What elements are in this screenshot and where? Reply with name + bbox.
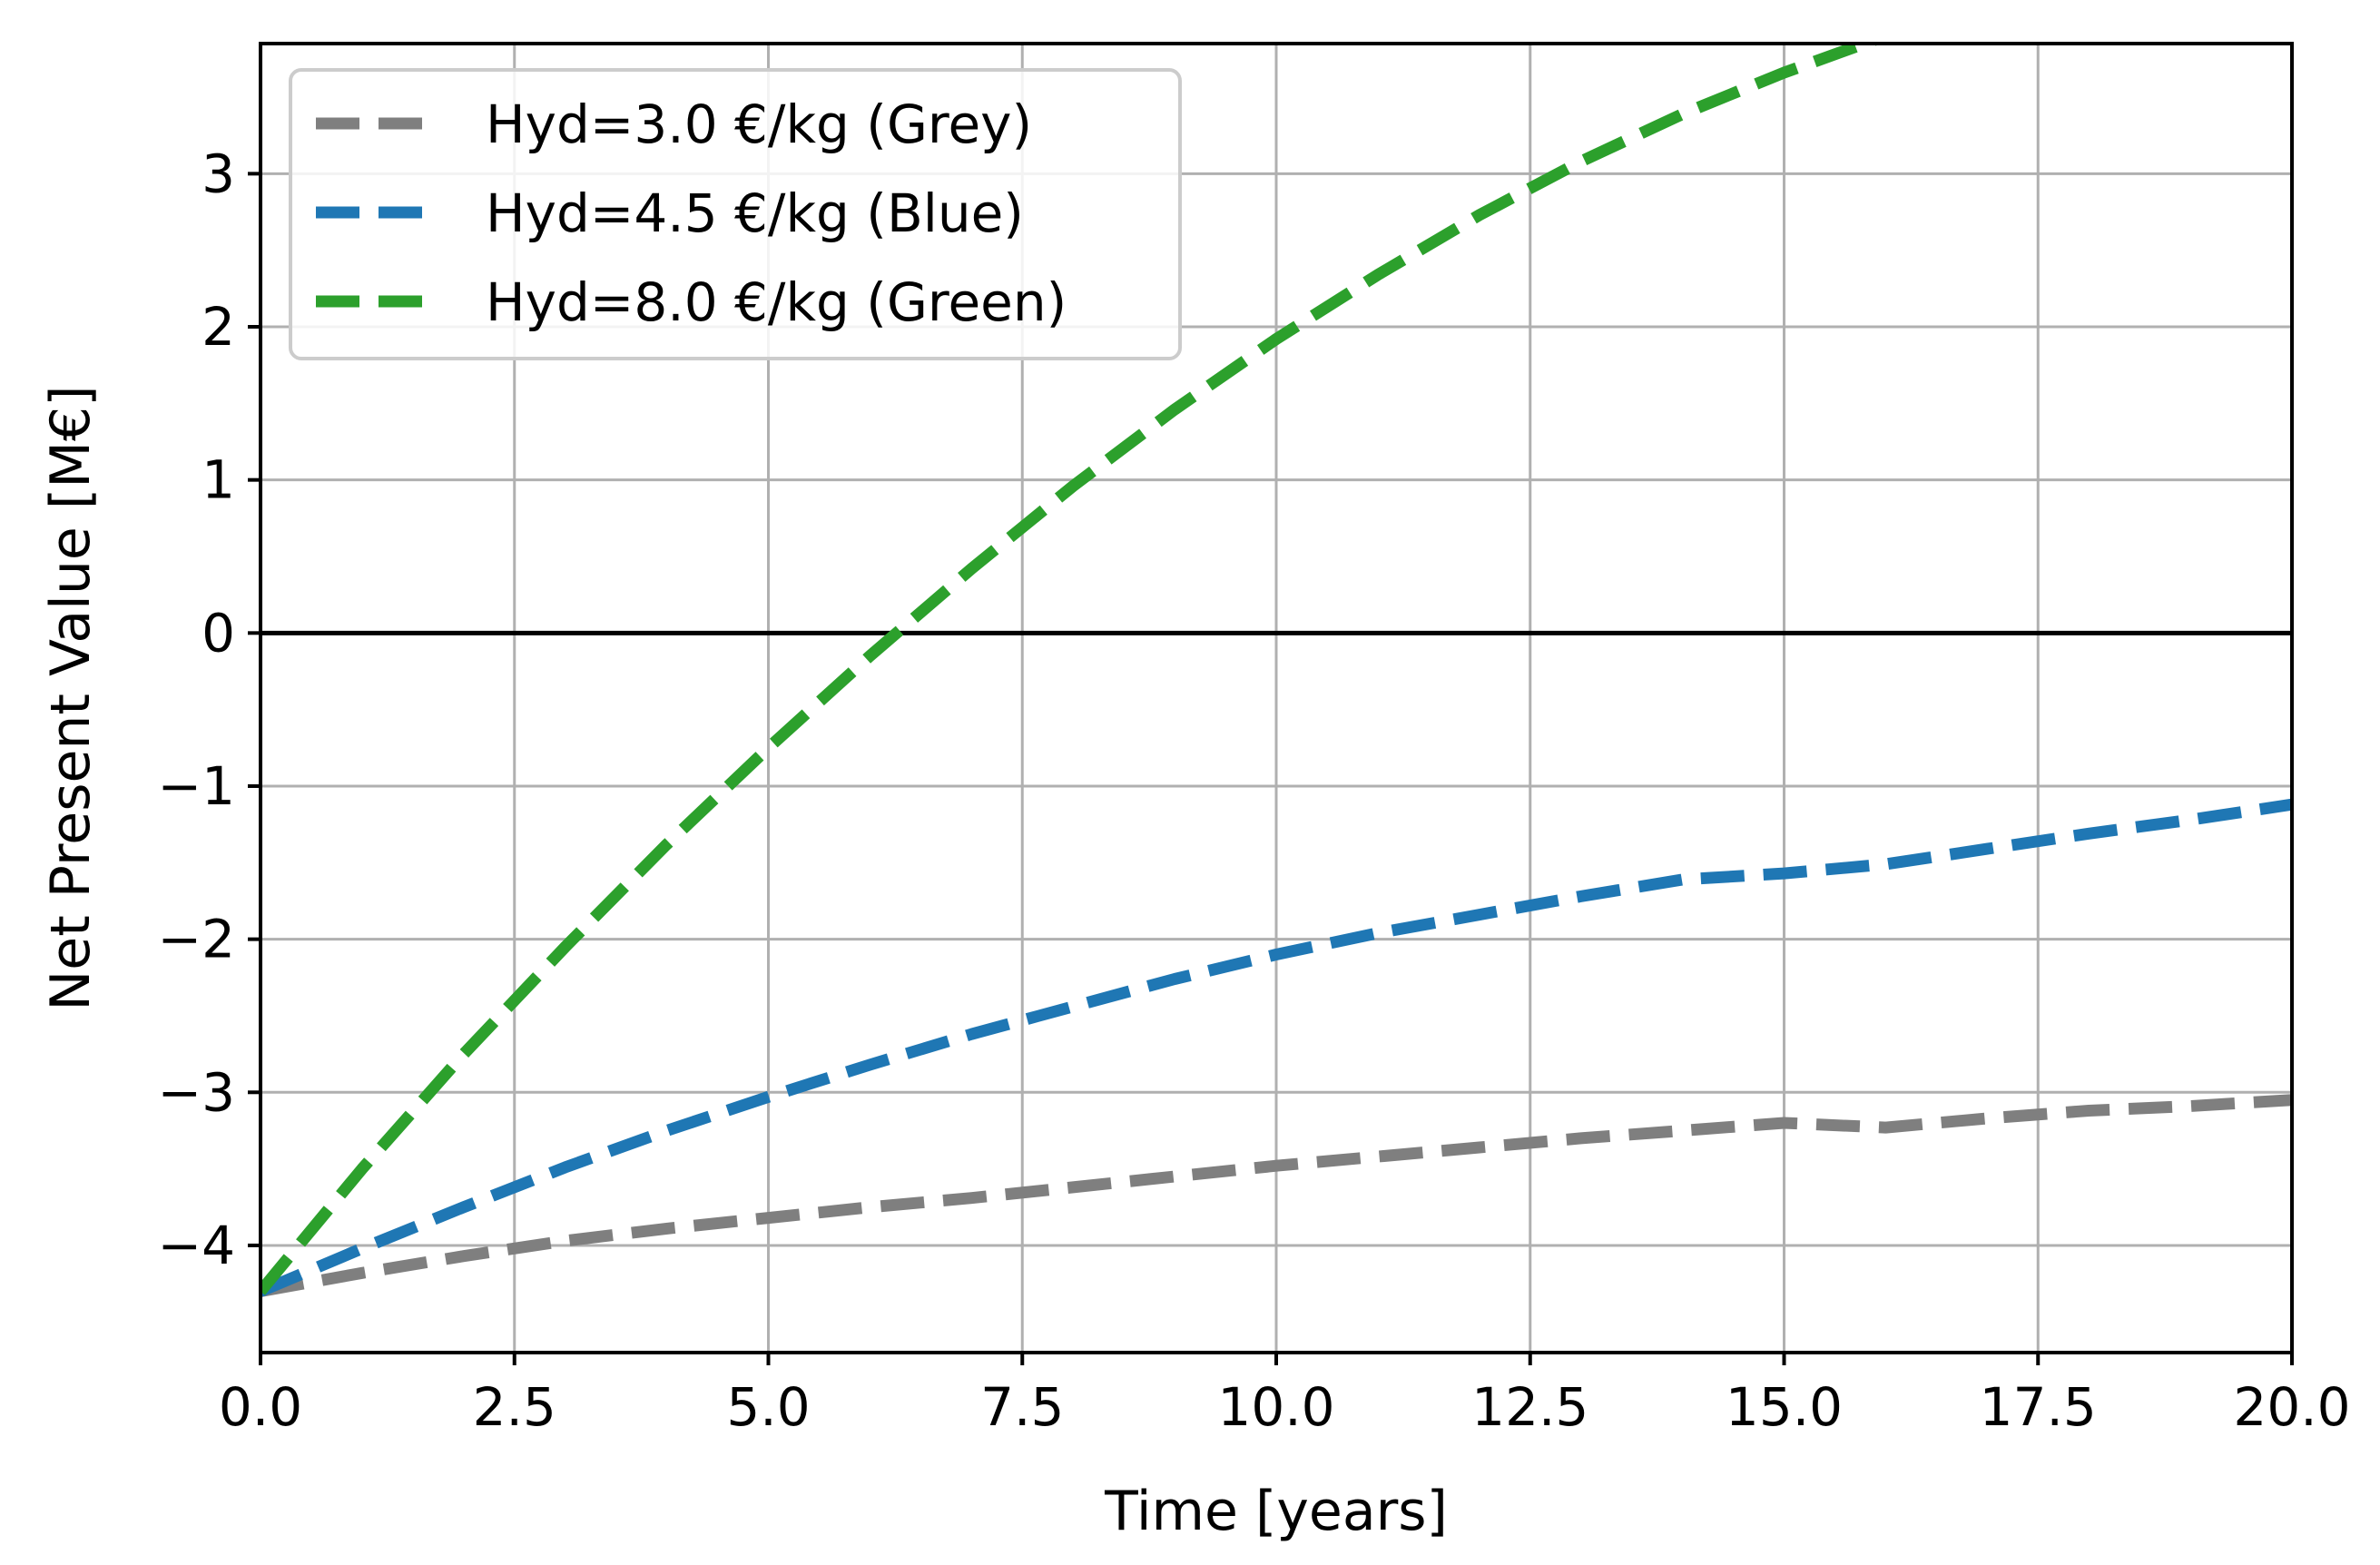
y-tick-label-4: 0 [202, 602, 235, 664]
x-axis-title: Time [years] [1104, 1480, 1448, 1543]
series-group [261, 44, 2292, 1297]
y-tick-label-3: −1 [158, 755, 236, 817]
y-tick-label-5: 1 [202, 449, 235, 511]
series-line-1 [261, 798, 2292, 1297]
y-axis-title: Net Present Value [M€] [39, 385, 103, 1010]
series-line-0 [261, 1094, 2292, 1297]
x-tick-label-5: 12.5 [1471, 1376, 1588, 1438]
legend: Hyd=3.0 €/kg (Grey) Hyd=4.5 €/kg (Blue) Hy… [289, 68, 1182, 360]
x-tick-label-1: 2.5 [473, 1376, 556, 1438]
y-tick-label-1: −3 [158, 1061, 236, 1123]
y-tick-label-7: 3 [202, 143, 235, 204]
x-tick-label-3: 7.5 [980, 1376, 1064, 1438]
x-tick-label-6: 15.0 [1726, 1376, 1843, 1438]
x-tick-label-7: 17.5 [1980, 1376, 2097, 1438]
legend-label-2: Hyd=8.0 €/kg (Green) [486, 271, 1067, 333]
legend-box [289, 68, 1182, 360]
legend-label-0: Hyd=3.0 €/kg (Grey) [486, 94, 1032, 155]
x-tick-label-2: 5.0 [726, 1376, 810, 1438]
x-tick-label-0: 0.0 [219, 1376, 302, 1438]
y-tick-label-6: 2 [202, 296, 235, 358]
y-tick-label-2: −2 [158, 909, 236, 970]
x-tick-label-4: 10.0 [1217, 1376, 1334, 1438]
series-line-2 [261, 44, 1883, 1295]
x-tick-label-8: 20.0 [2233, 1376, 2350, 1438]
y-tick-label-0: −4 [158, 1215, 236, 1276]
legend-label-1: Hyd=4.5 €/kg (Blue) [486, 182, 1024, 244]
